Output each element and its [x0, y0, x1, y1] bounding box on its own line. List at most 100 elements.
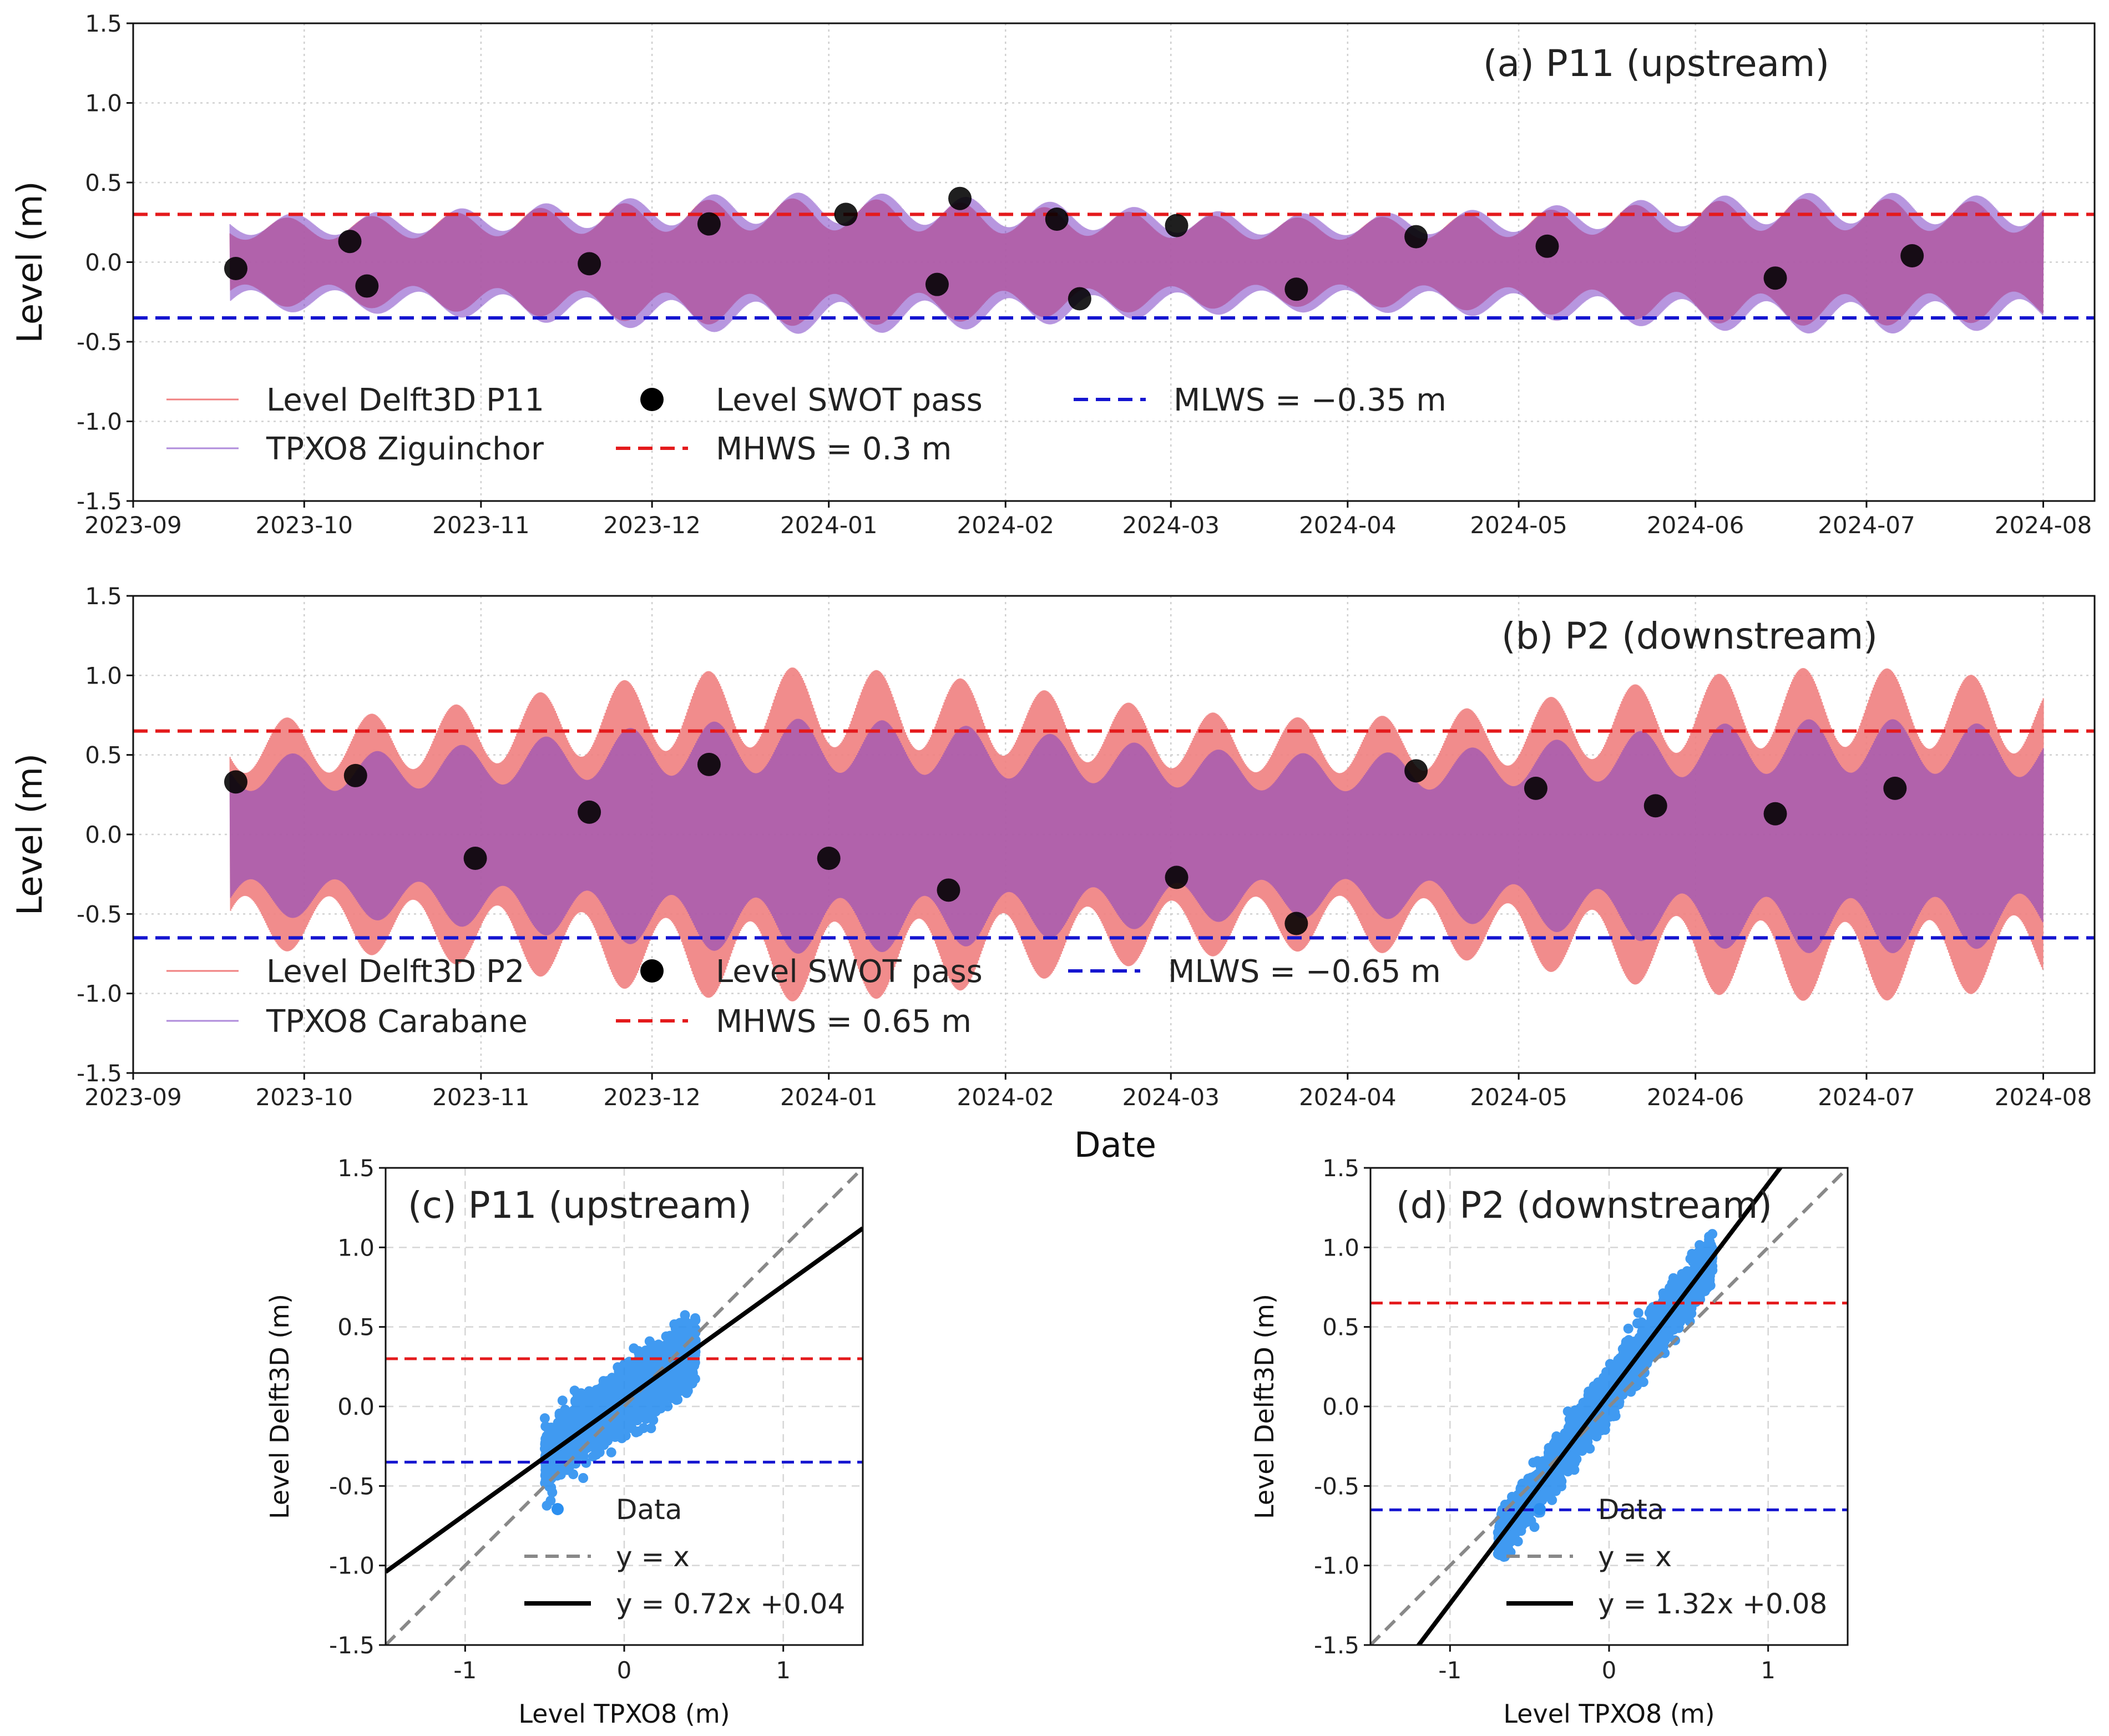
- y-tick-label: -1.5: [329, 1632, 375, 1659]
- x-tick-label: 2023-11: [432, 1084, 530, 1111]
- swot-point: [338, 230, 362, 254]
- x-tick-label: 2023-10: [256, 1084, 353, 1111]
- legend: Data y = x y = 0.72x +0.04: [524, 1494, 845, 1620]
- x-tick-label: 2024-05: [1470, 512, 1567, 539]
- fit-line: [386, 1226, 863, 1574]
- y-tick-label: 0.0: [1322, 1393, 1359, 1420]
- swot-point: [1763, 802, 1787, 826]
- fit-line: [1415, 1168, 1783, 1645]
- x-tick-label: -1: [453, 1657, 477, 1684]
- panel-b-timeseries: 2023-09 2023-10 2023-11 2023-12 2024-01 2024-…: [9, 583, 2096, 1111]
- panel-c-scatter: -1 0 1 -1.5 -1.0 -0.5 0.0 0.5 1.0 1.5 Level TPXO8 …: [265, 1155, 864, 1729]
- legend-swatch-data: [552, 1503, 564, 1515]
- swot-point: [578, 252, 601, 276]
- legend-label-data: Data: [616, 1494, 682, 1526]
- legend: Data y = x y = 1.32x +0.08: [1506, 1494, 1827, 1620]
- y-tick-label: -0.5: [1314, 1472, 1359, 1500]
- swot-point: [834, 203, 858, 226]
- legend-swatch-swot: [640, 959, 664, 983]
- swot-point: [1045, 207, 1069, 231]
- panel-title: (a) P11 (upstream): [1483, 42, 1829, 85]
- legend-label-mhws: MHWS = 0.65 m: [716, 1004, 972, 1040]
- shared-xlabel: Date: [1074, 1125, 1156, 1165]
- panel-a-timeseries: 2023-09 2023-10 2023-11 2023-12 2024-01 2024-…: [9, 10, 2096, 539]
- swot-point: [948, 186, 972, 210]
- y-tick-label: -1.0: [329, 1552, 375, 1580]
- x-axis-label: Level TPXO8 (m): [1503, 1699, 1714, 1729]
- y-tick-label: 0.5: [85, 169, 122, 196]
- y-tick-label: -0.5: [77, 328, 122, 356]
- x-tick-label: 2024-04: [1299, 512, 1397, 539]
- x-tick-label: 2024-06: [1647, 1084, 1744, 1111]
- x-tick-label: 2023-11: [432, 512, 530, 539]
- panel-title: (d) P2 (downstream): [1396, 1184, 1772, 1227]
- legend-label-delft: Level Delft3D P11: [266, 382, 544, 418]
- swot-point: [1404, 225, 1428, 249]
- swot-point: [1068, 287, 1091, 311]
- y-tick-label: 0.5: [337, 1314, 375, 1341]
- y-tick-label: 1.0: [1322, 1234, 1359, 1261]
- series-tpxo8-carabane: [229, 718, 2044, 954]
- legend-label-mhws: MHWS = 0.3 m: [716, 431, 952, 467]
- x-tick-label: 2024-02: [957, 1084, 1055, 1111]
- x-tick-label: 2024-07: [1818, 1084, 1915, 1111]
- y-tick-label: 0.5: [85, 742, 122, 769]
- x-tick-label: 2024-01: [780, 1084, 878, 1111]
- y-tick-label: 1.0: [85, 90, 122, 117]
- legend-label-swot: Level SWOT pass: [716, 382, 983, 418]
- x-tick-label: 0: [1602, 1657, 1617, 1684]
- y-tick-label: -0.5: [329, 1472, 375, 1500]
- legend-label-mlws: MLWS = −0.35 m: [1174, 382, 1447, 418]
- swot-point: [1763, 266, 1787, 290]
- swot-point: [1284, 912, 1308, 935]
- y-tick-label: 0.0: [85, 821, 122, 848]
- swot-point: [697, 212, 721, 236]
- x-tick-label: 2023-09: [84, 512, 182, 539]
- x-tick-label: 2023-10: [256, 512, 353, 539]
- swot-point: [343, 763, 367, 787]
- swot-point: [355, 274, 379, 298]
- series-tpxo8-ziguinchor: [229, 193, 2044, 334]
- x-tick-label: 2023-12: [603, 1084, 701, 1111]
- y-tick-label: 1.5: [85, 583, 122, 610]
- panel-title: (c) P11 (upstream): [408, 1184, 752, 1227]
- swot-point: [1900, 244, 1924, 268]
- legend-label-data: Data: [1598, 1494, 1664, 1526]
- swot-point: [925, 272, 949, 296]
- x-tick-label: 2024-04: [1299, 1084, 1397, 1111]
- y-tick-label: 1.0: [85, 662, 122, 689]
- plot-area: [1370, 1168, 1848, 1645]
- x-tick-label: 2024-08: [1995, 512, 2092, 539]
- x-tick-label: 2024-08: [1995, 1084, 2092, 1111]
- swot-point: [1404, 759, 1428, 783]
- y-tick-label: -1.0: [77, 408, 122, 436]
- legend-label-fit: y = 1.32x +0.08: [1598, 1588, 1827, 1620]
- swot-point: [1643, 794, 1667, 818]
- x-tick-label: 2024-07: [1818, 512, 1915, 539]
- legend-label-swot: Level SWOT pass: [716, 954, 983, 990]
- swot-point: [1524, 776, 1547, 800]
- x-tick-label: 2024-03: [1122, 1084, 1220, 1111]
- legend-label-identity: y = x: [616, 1541, 690, 1573]
- identity-line: [1370, 1168, 1848, 1645]
- y-tick-label: -1.0: [77, 980, 122, 1008]
- swot-point: [1284, 277, 1308, 301]
- y-tick-label: -0.5: [77, 900, 122, 928]
- panel-title: (b) P2 (downstream): [1501, 615, 1878, 657]
- identity-line: [386, 1168, 863, 1645]
- y-axis-label: Level Delft3D (m): [1250, 1294, 1279, 1519]
- x-tick-label: 0: [617, 1657, 632, 1684]
- swot-point: [1535, 234, 1559, 258]
- y-tick-label: -1.5: [77, 1060, 122, 1087]
- legend-label-mlws: MLWS = −0.65 m: [1168, 954, 1441, 990]
- x-tick-label: 2024-05: [1470, 1084, 1567, 1111]
- legend: Level Delft3D P11 TPXO8 Ziguinchor Level S…: [166, 382, 1447, 467]
- x-tick-label: 2024-02: [957, 512, 1055, 539]
- x-tick-label: 2023-12: [603, 512, 701, 539]
- plot-area: [386, 1168, 863, 1645]
- swot-point: [1165, 214, 1188, 237]
- x-tick-label: 2024-06: [1647, 512, 1744, 539]
- legend-label-delft: Level Delft3D P2: [266, 954, 524, 990]
- y-axis-label: Level Delft3D (m): [265, 1294, 295, 1519]
